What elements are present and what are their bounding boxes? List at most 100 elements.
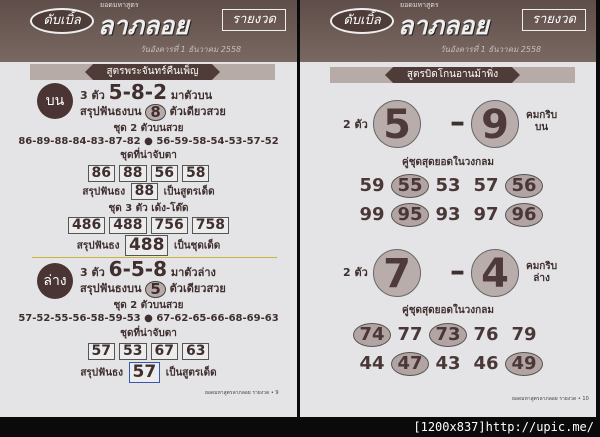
section-banner: สูตรบิดโกนอานม้าพิ่ง (330, 67, 575, 83)
masthead: ดับเบิ้ล ยอดมหาสูตร ลาภลอย รายงวด วันอัง… (300, 0, 596, 62)
label: สรุปฟันธง (76, 240, 120, 252)
three-digit-number: 5-8-2 (108, 80, 168, 104)
pairs-row: 99 95 93 97 96 (300, 202, 596, 228)
note-line: บน (534, 122, 549, 133)
pair-number: 93 (435, 204, 461, 225)
two-digit-label: 2 ตัว (343, 118, 368, 131)
summary-line: สรุปฟันธงบน 8 ตัวเดียวสวย (80, 103, 226, 121)
pair-number: 77 (397, 324, 423, 345)
number-box: 56 (150, 165, 178, 182)
page-footer: ยอดมหาสูตรลาภลอย รายงวด • 9 (205, 390, 279, 396)
set2-label: ชุด 2 ตัวบนสวย (113, 123, 184, 134)
circled-pair: 74 (353, 323, 391, 347)
note: คมกริบ บน (526, 110, 557, 134)
circled-pair: 47 (391, 352, 429, 376)
logo: ดับเบิ้ล (30, 8, 94, 34)
number-box: 86 (87, 165, 116, 182)
pairs-row: 74 77 73 76 79 (300, 322, 596, 348)
pick-line: สรุปฟันธง 57 เป็นสูตรเด็ด (0, 362, 297, 384)
pair-number: 43 (435, 353, 461, 374)
brand-title: ลาภลอย (398, 11, 489, 40)
number-box: 88 (119, 165, 147, 182)
watermark: [1200x837]http://upic.me/ (413, 420, 594, 434)
pair-number: 99 (359, 204, 385, 225)
digit-circle: 4 (471, 249, 519, 297)
digit-circle: 5 (373, 100, 421, 148)
circled-pair: 49 (505, 352, 543, 376)
label: สรุปฟันธง (80, 367, 124, 379)
footer-text: ยอดมหาสูตรลาภลอย รายงวด (512, 396, 577, 402)
top-badge: บน (37, 83, 73, 119)
logo: ดับเบิ้ล (330, 8, 394, 34)
pair-number: 59 (359, 175, 385, 196)
pick-line: สรุปฟันธง 88 เป็นสูตรเด็ด (0, 183, 297, 202)
label: สรุปฟันธง (82, 186, 126, 198)
number-box: 63 (181, 343, 210, 360)
number-box: 486 (68, 217, 106, 234)
pick3-line: สรุปฟันธง 488 เป็นชุดเด็ด (0, 235, 297, 257)
left-page: ดับเบิ้ล ยอดมหาสูตร ลาภลอย รายงวด วันอัง… (0, 0, 297, 417)
summary-digit: 8 (145, 103, 166, 121)
three-digit-number: 6-5-8 (108, 257, 168, 281)
brand-title: ลาภลอย (98, 11, 189, 40)
three-digit-line: 3 ตัว 5-8-2 มาตัวบน (80, 82, 212, 106)
pairs-label: คู่ชุดสุดยอดในวงกลม (402, 305, 494, 316)
label: เป็นสูตรเด็ด (165, 367, 217, 379)
number-box: 53 (119, 343, 147, 360)
issue-date: วันอังคารที่ 1 ธันวาคม 2558 (140, 45, 242, 54)
set3-label: ชุด 3 ตัว เด้ง-โต๊ด (108, 203, 189, 214)
two-digit-label: 2 ตัว (343, 266, 368, 279)
page-number: 9 (275, 390, 279, 396)
pairs-label: คู่ชุดสุดยอดในวงกลม (402, 157, 494, 168)
digit-circle: 7 (373, 249, 421, 297)
note-line: คมกริบ (526, 110, 558, 121)
masthead: ดับเบิ้ล ยอดมหาสูตร ลาภลอย รายงวด วันอัง… (0, 0, 297, 62)
pairs-row: 59 55 53 57 56 (300, 173, 596, 199)
pair-number: 53 (435, 175, 461, 196)
summary-digit: 5 (145, 280, 166, 298)
circled-pair: 73 (429, 323, 467, 347)
pick-number: 88 (130, 183, 159, 200)
pick-number: 57 (128, 362, 161, 383)
set2-numbers: 86-89-88-84-83-87-82 ● 56-59-58-54-53-57… (18, 136, 279, 147)
pair-number: 57 (473, 175, 499, 196)
label: เป็นชุดเด็ด (173, 240, 221, 252)
number-box: 57 (87, 343, 116, 360)
masthead-subtitle: ยอดมหาสูตร (100, 1, 139, 9)
note-line: ล่าง (533, 273, 550, 284)
circled-pair: 55 (391, 174, 429, 198)
digit-circle: 9 (471, 100, 519, 148)
dash: – (450, 105, 465, 140)
number-box: 758 (191, 217, 229, 234)
pair-number: 79 (511, 324, 537, 345)
watch-boxes: 86 88 56 58 (0, 164, 297, 182)
note: คมกริบ ล่าง (526, 261, 557, 285)
number-box: 488 (109, 217, 147, 234)
label: เป็นสูตรเด็ด (163, 186, 215, 198)
watch-label: ชุดที่น่าจับตา (120, 328, 177, 339)
pair-number: 76 (473, 324, 499, 345)
label: 3 ตัว (80, 89, 105, 102)
watch-boxes: 57 53 67 63 (0, 342, 297, 360)
masthead-subtitle: ยอดมหาสูตร (400, 1, 439, 9)
label: มาตัวบน (170, 89, 213, 102)
label: สรุปฟันธงบน (80, 282, 142, 295)
banner-title: สูตรพระจันทร์คืนเพ็ญ (85, 64, 220, 80)
bottom-badge: ล่าง (37, 263, 73, 299)
right-page: ดับเบิ้ล ยอดมหาสูตร ลาภลอย รายงวด วันอัง… (300, 0, 596, 417)
label: 3 ตัว (80, 266, 105, 279)
footer-text: ยอดมหาสูตรลาภลอย รายงวด (205, 390, 270, 396)
set2-label: ชุด 2 ตัวบนสวย (113, 300, 184, 311)
pair-number: 97 (473, 204, 499, 225)
label: มาตัวล่าง (170, 266, 216, 279)
circled-pair: 95 (391, 203, 429, 227)
set3-boxes: 486 488 756 758 (0, 216, 297, 234)
pair-number: 44 (359, 353, 385, 374)
banner-title: สูตรบิดโกนอานม้าพิ่ง (385, 67, 520, 83)
note-line: คมกริบ (526, 261, 558, 272)
pair-number: 46 (473, 353, 499, 374)
edition-label: รายงวด (522, 9, 586, 31)
section-banner: สูตรพระจันทร์คืนเพ็ญ (30, 64, 275, 80)
issue-date: วันอังคารที่ 1 ธันวาคม 2558 (440, 45, 542, 54)
number-box: 756 (150, 217, 188, 234)
